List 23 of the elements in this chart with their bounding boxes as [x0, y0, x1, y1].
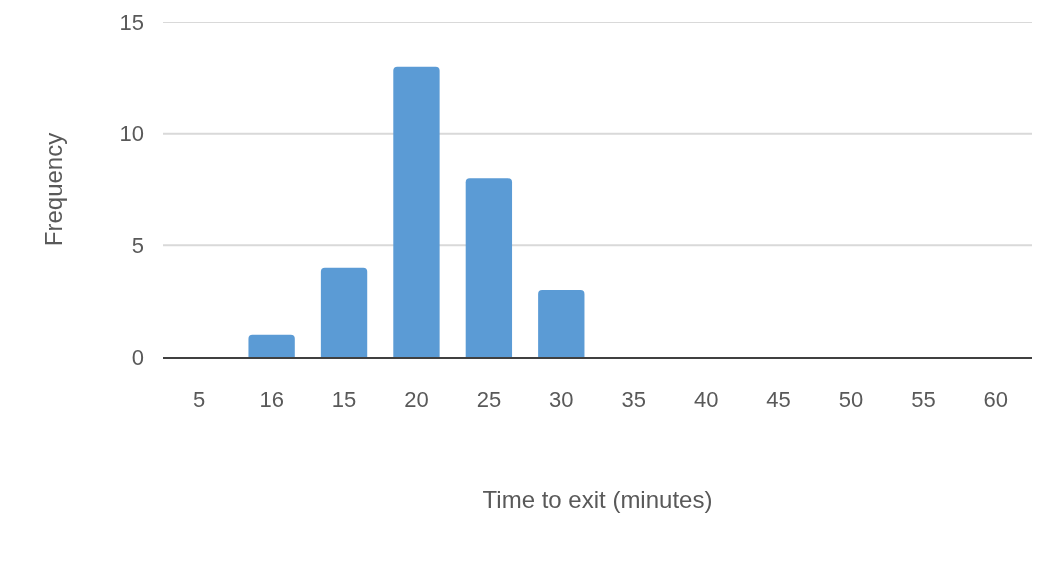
bar: [465, 178, 513, 357]
y-tick-label: 10: [119, 121, 144, 147]
y-axis-title: Frequency: [39, 132, 67, 247]
bar: [248, 334, 295, 357]
y-tick-label: 15: [119, 9, 144, 35]
x-tick-label: 45: [766, 387, 791, 413]
x-tick-label: 60: [983, 387, 1009, 413]
x-tick-label: 15: [331, 387, 357, 413]
bar: [393, 66, 440, 357]
x-tick-label: 16: [259, 387, 284, 413]
x-tick-label: 20: [404, 387, 429, 413]
y-tick-label: 5: [131, 233, 144, 259]
x-tick-label: 30: [549, 387, 574, 413]
x-axis-title: Time to exit (minutes): [482, 486, 713, 514]
bar: [538, 290, 585, 357]
x-tick-label: 55: [911, 387, 936, 413]
x-tick-label: 40: [693, 387, 719, 413]
y-tick-label: 0: [131, 344, 144, 370]
x-tick-label: 5: [193, 387, 206, 413]
x-tick-label: 25: [476, 387, 502, 413]
x-tick-label: 35: [621, 387, 646, 413]
bar: [320, 267, 368, 357]
x-tick-label: 50: [838, 387, 864, 413]
